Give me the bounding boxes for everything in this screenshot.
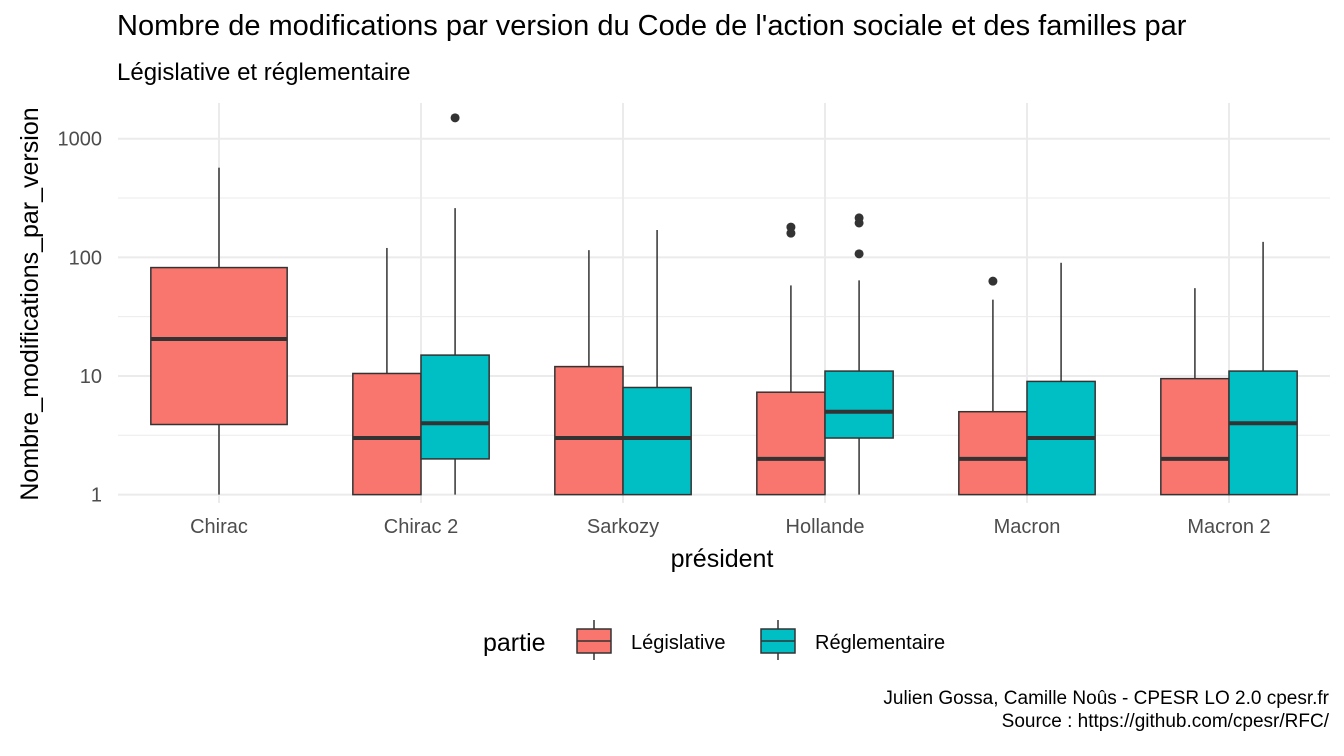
- box-législative-chirac-2: [352, 247, 422, 496]
- legend-items: Législative Réglementaire: [576, 620, 945, 660]
- x-tick-label: Chirac: [190, 516, 248, 538]
- box-iqr: [554, 365, 624, 496]
- legend-title: partie: [483, 629, 546, 657]
- y-tick-label: 100: [69, 247, 102, 269]
- box-iqr: [1228, 370, 1298, 496]
- box-législative-sarkozy: [554, 250, 624, 496]
- box-législative-chirac: [150, 167, 288, 495]
- chart-title: Nombre de modifications par version du C…: [117, 10, 1187, 42]
- box-réglementaire-sarkozy: [622, 230, 692, 496]
- legend-label: Législative: [631, 632, 726, 654]
- x-tick-label: Chirac 2: [384, 516, 458, 538]
- box-iqr: [958, 410, 1028, 496]
- box-iqr: [150, 266, 288, 426]
- legend: partie Législative Réglementaire: [483, 620, 945, 660]
- legend-item-législative: Législative: [576, 620, 726, 660]
- x-tick-label: Hollande: [786, 516, 865, 538]
- box-réglementaire-macron: [1026, 262, 1096, 496]
- axis-layer: 1 10 100 1000 Chirac Chirac 2 Sarkozy Hollande M…: [58, 129, 1271, 538]
- caption-credit: Julien Gossa, Camille Noûs - CPESR LO 2.…: [883, 688, 1329, 709]
- outlier-point: [786, 222, 796, 232]
- box-iqr: [756, 391, 826, 496]
- y-tick-label: 1: [91, 485, 102, 507]
- legend-item-réglementaire: Réglementaire: [760, 620, 945, 660]
- chart-subtitle: Législative et réglementaire: [117, 59, 411, 86]
- grid-layer: [118, 103, 1330, 503]
- box-layer: [150, 113, 1298, 496]
- x-axis-title: président: [671, 545, 774, 573]
- outlier-point: [450, 113, 460, 123]
- box-iqr: [352, 372, 422, 496]
- x-tick-label: Macron: [994, 516, 1061, 538]
- box-législative-macron: [958, 276, 1028, 496]
- caption-source: Source : https://github.com/cpesr/RFC/: [1001, 711, 1329, 732]
- outlier-point: [854, 213, 864, 223]
- box-iqr: [1160, 377, 1230, 496]
- box-réglementaire-chirac-2: [420, 113, 490, 495]
- box-iqr: [420, 354, 490, 460]
- box-réglementaire-hollande: [824, 213, 894, 495]
- y-tick-label: 1000: [58, 129, 103, 151]
- legend-label: Réglementaire: [815, 632, 945, 654]
- caption: Julien Gossa, Camille Noûs - CPESR LO 2.…: [883, 687, 1329, 733]
- x-tick-label: Sarkozy: [587, 516, 659, 538]
- y-tick-label: 10: [80, 366, 102, 388]
- x-tick-label: Macron 2: [1187, 516, 1270, 538]
- box-iqr: [622, 386, 692, 496]
- box-législative-macron-2: [1160, 288, 1230, 496]
- box-réglementaire-macron-2: [1228, 241, 1298, 496]
- y-axis-title: Nombre_modifications_par_version: [16, 107, 44, 500]
- box-iqr: [824, 370, 894, 439]
- box-législative-hollande: [756, 222, 826, 496]
- outlier-point: [988, 276, 998, 286]
- outlier-point: [854, 249, 864, 259]
